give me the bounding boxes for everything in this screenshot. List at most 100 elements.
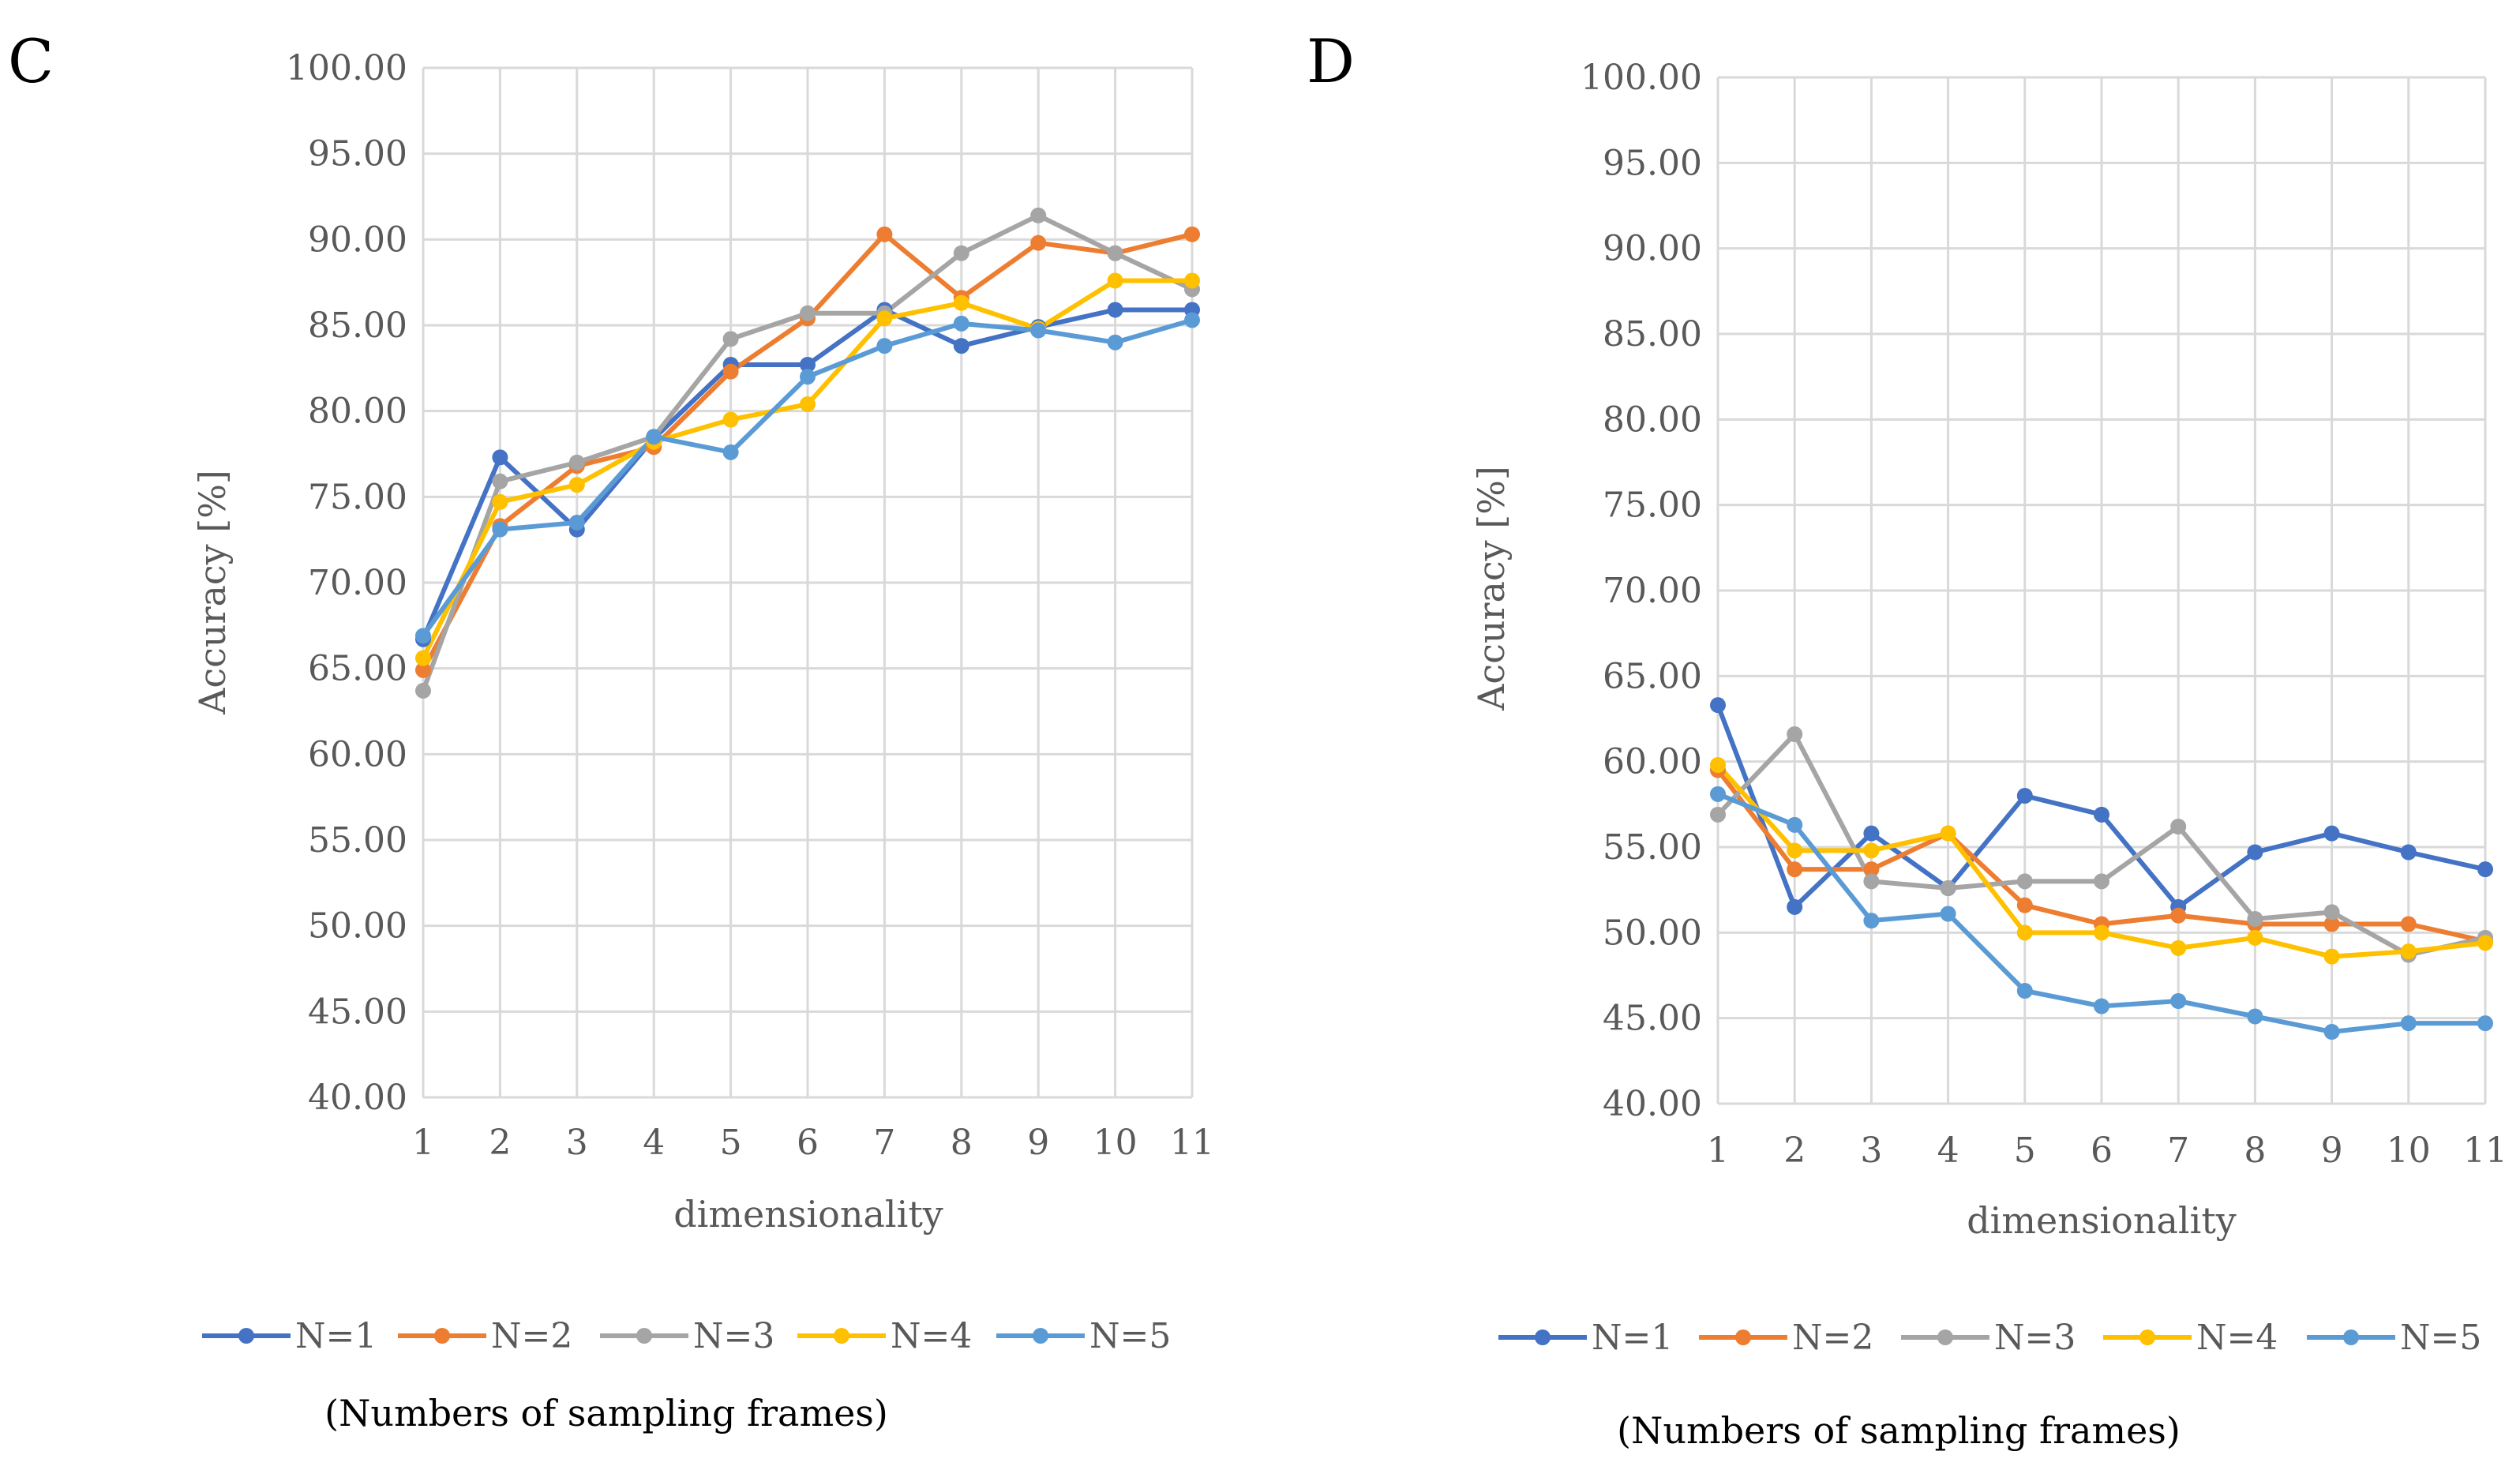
- data-point-n4-d: [2323, 948, 2340, 965]
- legend-label-n3-d: N=3: [1994, 1318, 2076, 1358]
- data-point-n5-c: [722, 444, 739, 460]
- y-tick-label-d: 60.00: [1603, 742, 1702, 782]
- data-point-n2-d: [1787, 861, 1803, 878]
- data-point-n5-d: [1710, 786, 1726, 802]
- data-point-n3-c: [800, 305, 816, 321]
- data-point-n2-c: [415, 662, 431, 678]
- x-axis-label-d: dimensionality: [1967, 1199, 2237, 1242]
- data-point-n3-c: [492, 473, 508, 489]
- data-point-n1-d: [2247, 844, 2263, 861]
- plot-grid-d: [1716, 76, 2487, 1105]
- data-point-n2-c: [1184, 226, 1200, 242]
- data-point-n2-d: [2170, 907, 2187, 924]
- legend-label-n2-c: N=2: [491, 1316, 572, 1356]
- x-axis-label-c: dimensionality: [673, 1193, 943, 1236]
- data-point-n3-c: [1030, 207, 1047, 223]
- data-point-n4-c: [1184, 272, 1200, 289]
- data-point-n4-d: [1787, 842, 1803, 859]
- y-axis-label-d: Accuracy [%]: [1470, 466, 1513, 711]
- legend-label-n2-d: N=2: [1792, 1318, 1873, 1358]
- x-tick-label-c: 4: [643, 1123, 665, 1163]
- legend-label-n4-c: N=4: [891, 1316, 972, 1356]
- legend-marker-n1-c: [238, 1328, 254, 1344]
- legend-label-n5-d: N=5: [2400, 1318, 2481, 1358]
- x-tick-label-d: 9: [2321, 1131, 2343, 1171]
- x-tick-label-c: 8: [951, 1123, 973, 1163]
- data-point-n3-d: [2323, 904, 2340, 921]
- y-tick-label-d: 100.00: [1581, 58, 1702, 98]
- y-tick-label-d: 95.00: [1603, 143, 1702, 183]
- data-point-n5-c: [953, 315, 969, 332]
- data-point-n4-c: [953, 294, 969, 311]
- data-point-n3-d: [2170, 819, 2187, 834]
- data-point-n4-d: [2247, 929, 2263, 946]
- legend-marker-n2-c: [434, 1328, 450, 1344]
- panel-letter-d: D: [1307, 26, 1355, 96]
- x-tick-label-d: 10: [2387, 1131, 2431, 1171]
- data-point-n4-d: [1940, 825, 1956, 842]
- y-tick-label-c: 95.00: [308, 134, 407, 174]
- data-point-n4-d: [2477, 935, 2493, 951]
- y-tick-label-d: 70.00: [1603, 571, 1702, 611]
- y-tick-label-c: 60.00: [308, 734, 407, 774]
- legend-title-c: (Numbers of sampling frames): [324, 1392, 888, 1434]
- y-tick-label-c: 50.00: [308, 906, 407, 947]
- y-tick-label-c: 90.00: [308, 219, 407, 260]
- y-tick-labels-c: 40.00 45.00 50.00 55.00 60.00 65.00 70.00 75.00…: [286, 48, 407, 1118]
- x-tick-label-d: 4: [1937, 1131, 1959, 1171]
- panel-d: D 40.00 45.00 50.00 55.00 60.00 65.00 70.00 75.…: [1307, 26, 2507, 1452]
- y-tick-label-d: 45.00: [1603, 999, 1702, 1039]
- y-tick-labels-d: 40.00 45.00 50.00 55.00 60.00 65.00 70.00 75.00…: [1581, 58, 1702, 1124]
- data-point-n5-c: [415, 628, 431, 644]
- data-point-n2-d: [2016, 897, 2033, 913]
- legend-label-n5-c: N=5: [1089, 1316, 1171, 1356]
- legend-label-n1-d: N=1: [1592, 1318, 1673, 1358]
- x-tick-label-d: 3: [1860, 1131, 1882, 1171]
- legend-label-n1-c: N=1: [295, 1316, 377, 1356]
- data-point-n5-c: [1184, 312, 1200, 328]
- y-tick-label-d: 65.00: [1603, 656, 1702, 696]
- legend-title-d: (Numbers of sampling frames): [1617, 1409, 2181, 1452]
- data-point-n2-c: [876, 226, 893, 242]
- data-point-n1-d: [1863, 825, 1880, 842]
- data-point-n5-c: [1107, 334, 1123, 351]
- data-point-n3-d: [2016, 873, 2033, 890]
- data-point-n1-c: [1107, 302, 1123, 318]
- x-tick-label-c: 10: [1093, 1123, 1138, 1163]
- data-point-n4-c: [1107, 272, 1123, 289]
- data-point-n5-c: [876, 338, 893, 354]
- data-point-n4-d: [2016, 924, 2033, 941]
- data-point-n3-c: [415, 682, 431, 699]
- y-tick-label-d: 75.00: [1603, 486, 1702, 526]
- data-point-n3-c: [953, 245, 969, 261]
- data-point-n3-c: [722, 331, 739, 347]
- data-point-n5-c: [568, 514, 585, 531]
- y-tick-label-d: 40.00: [1603, 1084, 1702, 1124]
- data-point-n5-c: [800, 369, 816, 385]
- data-point-n2-c: [722, 363, 739, 380]
- data-point-n1-d: [1710, 697, 1726, 714]
- x-tick-label-c: 11: [1170, 1123, 1214, 1163]
- data-point-n1-c: [953, 338, 969, 354]
- data-point-n1-d: [2477, 861, 2493, 878]
- y-tick-label-d: 85.00: [1603, 314, 1702, 354]
- data-point-n1-d: [2094, 806, 2109, 823]
- data-point-n1-c: [492, 449, 508, 466]
- data-point-n5-d: [2094, 998, 2109, 1014]
- data-point-n3-d: [1940, 880, 1956, 896]
- y-tick-label-c: 100.00: [286, 48, 407, 88]
- data-point-n4-d: [1710, 757, 1726, 773]
- x-tick-labels-d: 1 2 3 4 5 6 7 8 9 10 11: [1707, 1131, 2507, 1171]
- legend-label-n3-c: N=3: [693, 1316, 774, 1356]
- data-point-n4-d: [1863, 842, 1880, 859]
- legend-marker-n2-d: [1735, 1329, 1751, 1345]
- legend-marker-n1-d: [1535, 1329, 1551, 1345]
- y-tick-label-c: 70.00: [308, 563, 407, 603]
- x-tick-labels-c: 1 2 3 4 5 6 7 8 9 10 11: [412, 1123, 1214, 1163]
- data-point-n4-d: [2094, 924, 2109, 941]
- x-tick-label-d: 2: [1783, 1131, 1806, 1171]
- x-tick-label-c: 2: [489, 1123, 511, 1163]
- legend-label-n4-d: N=4: [2196, 1318, 2278, 1358]
- data-point-n5-d: [1940, 906, 1956, 922]
